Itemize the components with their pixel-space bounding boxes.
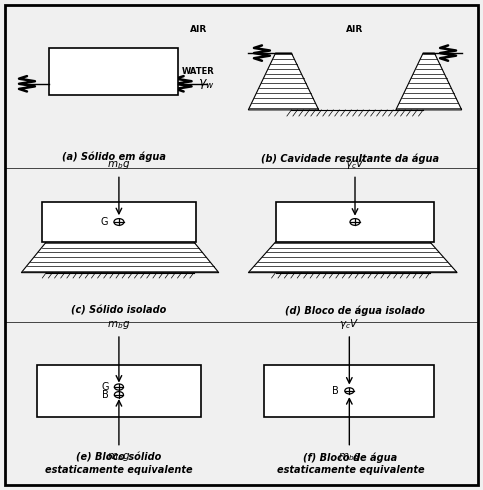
Text: WATER: WATER	[182, 67, 214, 76]
Bar	[42, 202, 196, 242]
Text: (a) Sólido em água: (a) Sólido em água	[62, 151, 166, 162]
Bar	[276, 202, 435, 242]
Text: B: B	[102, 390, 109, 400]
Polygon shape	[396, 53, 462, 110]
Text: $m_b g$: $m_b g$	[107, 451, 130, 463]
Text: $m_b g$: $m_b g$	[338, 451, 361, 463]
Polygon shape	[21, 242, 219, 272]
Text: G: G	[100, 217, 108, 227]
Text: (d) Bloco de água isolado: (d) Bloco de água isolado	[285, 305, 425, 316]
Text: $m_b g$: $m_b g$	[107, 159, 130, 171]
Text: AIR: AIR	[346, 25, 364, 34]
Text: $m_b g$: $m_b g$	[107, 319, 130, 331]
Text: B: B	[332, 386, 339, 396]
Text: (b) Cavidade resultante da água: (b) Cavidade resultante da água	[261, 153, 440, 164]
Text: (e) Bloco sólido
estaticamente equivalente: (e) Bloco sólido estaticamente equivalen…	[45, 453, 193, 474]
Text: $\gamma_w$: $\gamma_w$	[198, 77, 214, 91]
Text: G: G	[101, 382, 109, 392]
Text: (c) Sólido isolado: (c) Sólido isolado	[71, 306, 167, 316]
Text: AIR: AIR	[190, 25, 208, 34]
Text: (f) Bloco de água
estaticamente equivalente: (f) Bloco de água estaticamente equivale…	[277, 452, 424, 474]
Bar	[37, 365, 200, 417]
Bar	[49, 49, 178, 95]
Bar	[264, 365, 435, 417]
Polygon shape	[248, 53, 319, 110]
Polygon shape	[248, 242, 457, 272]
Text: $\gamma_c V$: $\gamma_c V$	[345, 157, 365, 171]
Text: $\gamma_c V$: $\gamma_c V$	[339, 317, 359, 331]
